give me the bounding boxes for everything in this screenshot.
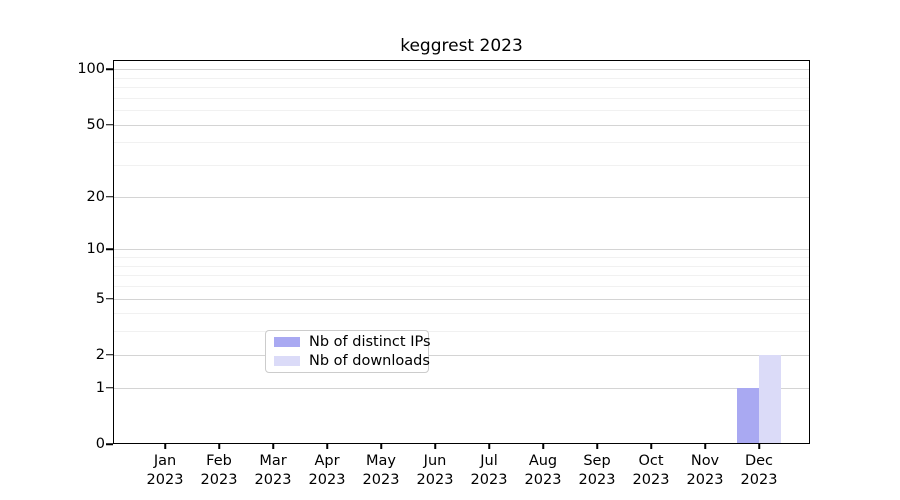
x-axis-month: Oct (638, 453, 664, 469)
legend-label-distinct-ips: Nb of distinct IPs (309, 334, 431, 350)
legend-swatch-downloads (274, 356, 300, 366)
gridline-minor (113, 142, 810, 144)
legend-label-downloads: Nb of downloads (309, 353, 430, 369)
x-axis-month: Apr (314, 453, 340, 469)
x-axis-tick-label: Nov 2023 (687, 452, 724, 489)
gridline-major (113, 387, 810, 389)
gridline-minor (113, 275, 810, 277)
gridline-minor (113, 265, 810, 267)
bar-distinct-ips (737, 387, 759, 444)
y-axis-tick-label: 50 (86, 116, 105, 133)
plot-area (113, 60, 810, 444)
x-axis-tick-mark (218, 444, 220, 449)
x-axis-month: Nov (690, 453, 720, 469)
gridline-major (113, 354, 810, 356)
x-axis-tick-mark (326, 444, 328, 449)
x-axis-year: 2023 (632, 471, 670, 488)
x-axis-tick-label: Jun 2023 (417, 452, 454, 489)
x-axis-year: 2023 (470, 471, 508, 488)
bar-downloads (759, 354, 781, 444)
x-axis-tick-label: Mar 2023 (255, 452, 292, 489)
x-axis-tick-mark (380, 444, 382, 449)
x-axis-tick-mark (758, 444, 760, 449)
x-axis-month: Mar (259, 453, 287, 469)
x-axis-tick-label: Apr 2023 (309, 452, 346, 489)
x-axis-year: 2023 (578, 471, 616, 488)
legend-swatch-distinct-ips (274, 337, 300, 347)
gridline-minor (113, 331, 810, 333)
y-axis-tick-label: 10 (86, 241, 105, 258)
x-axis-month: Jul (480, 453, 498, 469)
gridline-minor (113, 97, 810, 99)
x-axis-tick-label: Jul 2023 (471, 452, 508, 489)
x-axis-tick-label: Aug 2023 (525, 452, 562, 489)
x-axis-month: Dec (744, 453, 774, 469)
x-axis-year: 2023 (740, 471, 778, 488)
gridline-minor (113, 110, 810, 112)
y-axis-tick-label: 1 (95, 379, 105, 396)
x-axis-month: Jun (423, 453, 447, 469)
gridline-major (113, 249, 810, 251)
y-axis-tick-label: 20 (86, 188, 105, 205)
x-axis-year: 2023 (254, 471, 292, 488)
y-axis-tick-mark (106, 443, 113, 445)
gridline-major (113, 69, 810, 71)
x-axis-tick-mark (164, 444, 166, 449)
x-axis-tick-mark (488, 444, 490, 449)
y-axis-tick-mark (106, 248, 113, 250)
gridline-major (113, 196, 810, 198)
y-axis-tick-label: 5 (95, 290, 105, 307)
x-axis-tick-mark (272, 444, 274, 449)
x-axis-tick-mark (650, 444, 652, 449)
x-axis-month: Aug (528, 453, 558, 469)
gridline-minor (113, 165, 810, 167)
y-axis-tick-mark (106, 386, 113, 389)
x-axis-year: 2023 (362, 471, 400, 488)
y-axis-tick-mark (106, 123, 113, 126)
legend: Nb of distinct IPs Nb of downloads (265, 330, 431, 373)
gridline-major (113, 124, 810, 126)
x-axis-tick-mark (704, 444, 706, 449)
x-axis-year: 2023 (146, 471, 184, 488)
x-axis-tick-mark (596, 444, 598, 449)
x-axis-year: 2023 (308, 471, 346, 488)
x-axis-tick-label: Sep 2023 (579, 452, 616, 489)
gridline-minor (113, 313, 810, 315)
x-axis-tick-mark (542, 444, 544, 449)
y-axis-tick-mark (106, 297, 113, 300)
x-axis-tick-label: May 2023 (363, 452, 400, 489)
gridline-minor (113, 77, 810, 79)
y-axis-tick-label: 0 (95, 436, 105, 452)
x-axis-month: Feb (206, 453, 232, 469)
legend-item-distinct-ips: Nb of distinct IPs (274, 334, 431, 350)
x-axis-tick-label: Oct 2023 (633, 452, 670, 489)
x-axis-tick-label: Jan 2023 (147, 452, 184, 489)
y-axis-tick-mark (106, 195, 113, 198)
x-axis-month: Sep (583, 453, 611, 469)
y-axis-tick-mark (106, 68, 113, 70)
x-axis-month: May (366, 453, 396, 469)
x-axis-tick-mark (434, 444, 436, 449)
y-axis-tick-label: 100 (77, 61, 105, 78)
gridline-minor (113, 257, 810, 258)
chart-title: keggrest 2023 (400, 36, 523, 56)
x-axis-year: 2023 (416, 471, 454, 488)
x-axis-year: 2023 (686, 471, 724, 488)
y-axis-tick-mark (106, 354, 113, 356)
x-axis-tick-label: Dec 2023 (741, 452, 778, 489)
x-axis-year: 2023 (524, 471, 562, 488)
x-axis-tick-label: Feb 2023 (201, 452, 238, 489)
y-axis-tick-label: 2 (95, 346, 105, 363)
legend-item-downloads: Nb of downloads (274, 353, 430, 369)
x-axis-year: 2023 (200, 471, 238, 488)
gridline-major (113, 298, 810, 300)
gridline-minor (113, 87, 810, 88)
gridline-minor (113, 285, 810, 287)
x-axis-month: Jan (153, 453, 177, 469)
